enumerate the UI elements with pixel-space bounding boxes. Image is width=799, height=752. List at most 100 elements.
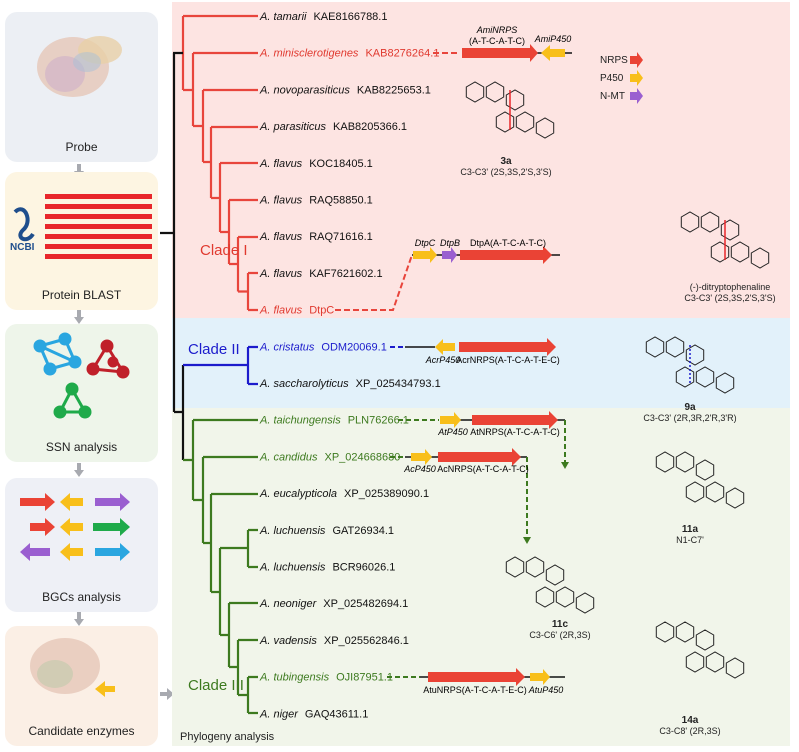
clade-3-branches bbox=[183, 418, 258, 715]
svg-text:AmiNRPS: AmiNRPS bbox=[476, 25, 518, 35]
legend-nmt-label: N-MT bbox=[600, 91, 625, 102]
leaf-species: A. eucalypticola bbox=[259, 488, 337, 500]
compound-linkage: C3-C8' (2R,3S) bbox=[659, 726, 720, 736]
right-arrow-icon bbox=[160, 688, 174, 700]
leaf-accession: GAT26934.1 bbox=[332, 525, 394, 537]
svg-text:NCBI: NCBI bbox=[10, 242, 35, 253]
at-p450-arrow bbox=[440, 412, 461, 428]
clade-3-background bbox=[172, 408, 790, 746]
leaf-species: A. saccharolyticus bbox=[259, 378, 349, 390]
tree-leaf: A. luchuensis GAT26934.1 bbox=[259, 525, 394, 537]
candidate-enzymes-step: Candidate enzymes bbox=[5, 626, 158, 746]
compound-structure bbox=[645, 336, 735, 394]
leaf-accession: PLN76266.1 bbox=[348, 415, 409, 427]
tree-leaf: A. cristatus ODM20069.1 bbox=[259, 341, 387, 353]
leaf-accession: KAF7621602.1 bbox=[309, 268, 382, 280]
network-icon bbox=[33, 332, 130, 419]
leaf-species: A. minisclerotigenes bbox=[259, 48, 359, 60]
compound-id: 14a bbox=[682, 715, 699, 726]
tree-leaf: A. eucalypticola XP_025389090.1 bbox=[259, 488, 429, 500]
down-arrow-icon bbox=[74, 612, 84, 626]
leaf-accession: KOC18405.1 bbox=[309, 158, 373, 170]
root-branches bbox=[160, 51, 185, 460]
leaf-accession: KAB8205366.1 bbox=[333, 121, 407, 133]
leaf-accession: BCR96026.1 bbox=[332, 562, 395, 574]
leaf-species: A. cristatus bbox=[259, 341, 315, 353]
compound-structure bbox=[680, 211, 770, 269]
compound-structure bbox=[655, 621, 745, 679]
ncbi-logo-icon: NCBI bbox=[10, 194, 152, 259]
gene-cluster-ami: AmiNRPS (A-T-C-A-T-C) AmiP450 bbox=[433, 25, 572, 62]
leaf-accession: GAQ43611.1 bbox=[305, 708, 368, 720]
leaf-species: A. parasiticus bbox=[259, 121, 327, 133]
compound-structure bbox=[655, 451, 745, 509]
leaf-species: A. flavus bbox=[259, 305, 303, 317]
tree-leaf: A. parasiticus KAB8205366.1 bbox=[259, 121, 407, 133]
tree-leaf: A. flavus RAQ71616.1 bbox=[259, 231, 373, 243]
tree-leaf: A. flavus KOC18405.1 bbox=[259, 158, 373, 170]
compound-id: 9a bbox=[684, 402, 696, 413]
down-arrow-icon bbox=[74, 310, 84, 324]
leaf-species: A. flavus bbox=[259, 158, 303, 170]
leaf-species: A. candidus bbox=[259, 451, 318, 463]
compound-id: 11a bbox=[682, 524, 699, 535]
leaf-accession: DtpC bbox=[309, 305, 334, 317]
leaf-accession: XP_025482694.1 bbox=[323, 598, 408, 610]
ssn-analysis-step: SSN analysis bbox=[5, 324, 158, 462]
leaf-species: A. tubingensis bbox=[259, 672, 330, 684]
tree-leaf: A. niger GAQ43611.1 bbox=[259, 708, 368, 720]
compound-linkage: C3-C3' (2R,3R,2'R,3'R) bbox=[643, 413, 736, 423]
clade-1-label: Clade I bbox=[200, 242, 248, 259]
gene-cluster-arrows-icon bbox=[20, 493, 130, 561]
acr-nrps-arrow bbox=[459, 338, 556, 356]
tree-leaf: A. minisclerotigenes KAB8276264.1 bbox=[259, 48, 439, 60]
ac-p450-arrow bbox=[411, 449, 432, 465]
svg-text:DtpA(A-T-C-A-T-C): DtpA(A-T-C-A-T-C) bbox=[470, 238, 546, 248]
tree-leaf: A. flavus RAQ58850.1 bbox=[259, 195, 373, 207]
leaf-species: A. luchuensis bbox=[259, 525, 326, 537]
leaf-accession: OJI87951.1 bbox=[336, 672, 393, 684]
tree-branches bbox=[160, 14, 258, 715]
legend: NRPS P450 N-MT bbox=[600, 52, 643, 104]
tree-leaf: A. neoniger XP_025482694.1 bbox=[259, 598, 408, 610]
clade-2-background bbox=[172, 318, 790, 408]
svg-text:AcrP450: AcrP450 bbox=[425, 355, 461, 365]
p450-arrow-icon bbox=[630, 70, 643, 86]
svg-text:AtP450: AtP450 bbox=[437, 427, 468, 437]
compound-structure bbox=[465, 81, 555, 139]
leaf-accession: XP_025434793.1 bbox=[356, 378, 441, 390]
ami-p450-arrow bbox=[541, 45, 565, 61]
legend-p450-label: P450 bbox=[600, 73, 624, 84]
leaf-accession: KAE8166788.1 bbox=[313, 11, 387, 23]
tree-leaf: A. novoparasiticus KAB8225653.1 bbox=[259, 84, 431, 96]
leaf-accession: ODM20069.1 bbox=[321, 341, 386, 353]
ami-nrps-arrow bbox=[462, 44, 538, 62]
svg-text:AcrNRPS(A-T-C-A-T-E-C): AcrNRPS(A-T-C-A-T-E-C) bbox=[456, 355, 560, 365]
compound-structure bbox=[505, 556, 595, 614]
acr-p450-arrow bbox=[435, 339, 455, 355]
leaf-species: A. flavus bbox=[259, 195, 303, 207]
compound-linkage: N1-C7' bbox=[676, 535, 704, 545]
svg-text:(A-T-C-A-T-C): (A-T-C-A-T-C) bbox=[469, 36, 525, 46]
tree-leaf: A. vadensis XP_025562846.1 bbox=[259, 635, 409, 647]
clade-2-branches bbox=[183, 345, 258, 386]
compound-id: 3a bbox=[500, 156, 512, 167]
leaf-accession: RAQ71616.1 bbox=[309, 231, 373, 243]
leaf-accession: XP_024668680 bbox=[324, 451, 400, 463]
leaf-species: A. neoniger bbox=[259, 598, 318, 610]
gene-cluster-ac: AcP450 AcNRPS(A-T-C-A-T-C) bbox=[390, 448, 531, 544]
leaf-species: A. flavus bbox=[259, 268, 303, 280]
svg-text:AcNRPS(A-T-C-A-T-C): AcNRPS(A-T-C-A-T-C) bbox=[437, 464, 529, 474]
svg-text:AcP450: AcP450 bbox=[403, 464, 436, 474]
tree-leaf: A. taichungensis PLN76266.1 bbox=[259, 415, 409, 427]
nrps-arrow-icon bbox=[630, 52, 643, 68]
dtpb-arrow bbox=[442, 247, 457, 263]
leaf-accession: RAQ58850.1 bbox=[309, 195, 373, 207]
gene-cluster-atu: AtuNRPS(A-T-C-A-T-E-C) AtuP450 bbox=[387, 668, 565, 695]
leaf-species: A. taichungensis bbox=[259, 415, 341, 427]
dtpa-arrow bbox=[460, 246, 552, 264]
probe-step: Probe bbox=[5, 12, 158, 162]
svg-text:AtuP450: AtuP450 bbox=[528, 685, 564, 695]
